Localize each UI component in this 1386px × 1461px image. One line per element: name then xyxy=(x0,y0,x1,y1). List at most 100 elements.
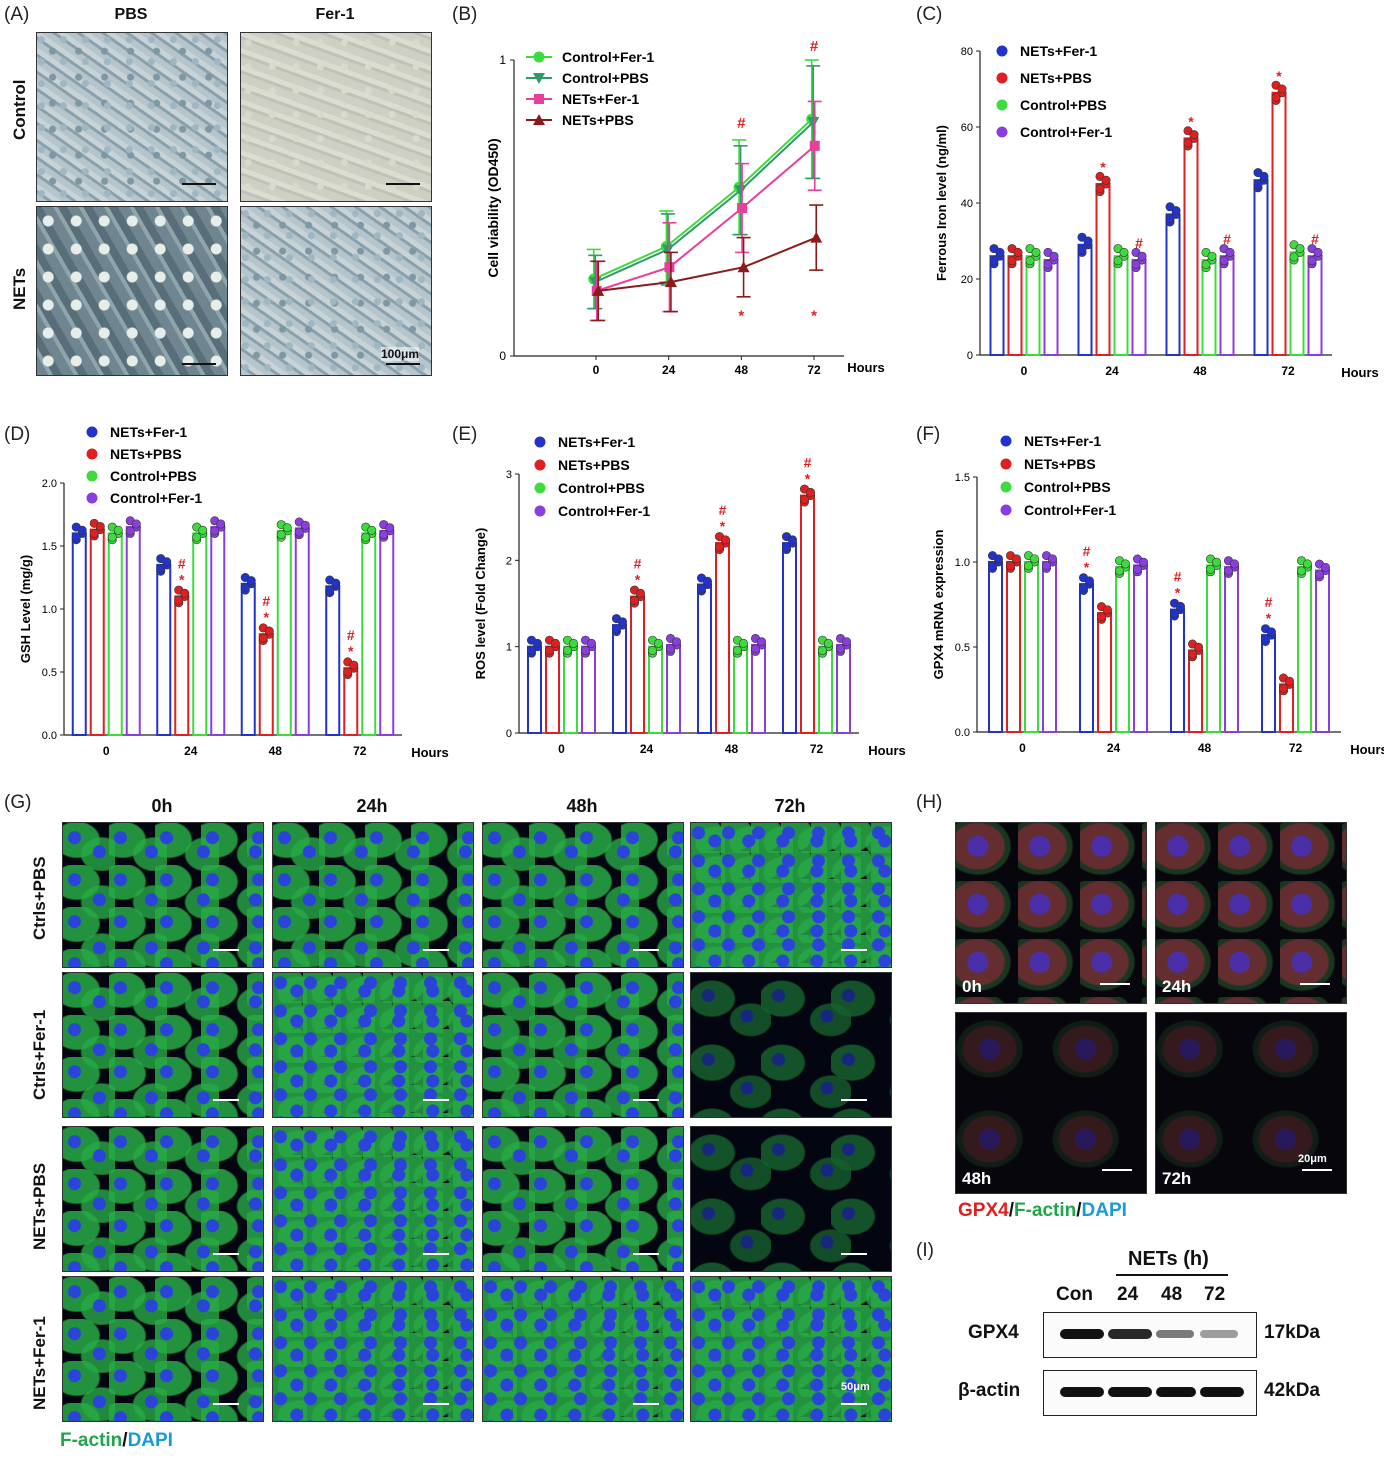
data-dot xyxy=(1042,561,1052,571)
legend-marker xyxy=(534,505,546,517)
data-dot xyxy=(587,638,597,648)
legend-marker xyxy=(86,470,98,482)
y-tick-label: 0.0 xyxy=(955,727,970,739)
legend-label: Control+Fer-1 xyxy=(110,490,202,506)
x-tick-label: 0 xyxy=(1019,741,1026,755)
scale-bar xyxy=(213,949,239,951)
panel-h-label: (H) xyxy=(916,792,943,813)
fluorescence-ctrls-fer1-0h xyxy=(62,972,264,1118)
stain-sep: / xyxy=(1076,1200,1082,1221)
data-dot xyxy=(654,638,664,648)
bar xyxy=(1271,91,1287,357)
band-gpx4-48 xyxy=(1156,1330,1194,1338)
cell-staining xyxy=(691,823,891,967)
bar xyxy=(715,542,730,734)
panel-f-bar-chart: 0.0 0.5 1.0 1.5 GPX4 mRNA expression 0 24 48 72 H… xyxy=(931,433,1384,757)
y-tick-label: 1 xyxy=(506,642,512,654)
band-actin-48 xyxy=(1156,1387,1196,1397)
series-line xyxy=(596,145,816,292)
bar xyxy=(210,526,226,736)
data-dot xyxy=(1085,576,1095,586)
legend-marker xyxy=(1000,481,1012,493)
x-tick-label: 72 xyxy=(810,742,824,756)
band-gpx4-72 xyxy=(1200,1330,1238,1338)
x-tick-label: 48 xyxy=(725,742,739,756)
data-dot xyxy=(1139,557,1149,567)
x-tick-label: 48 xyxy=(269,744,283,758)
y-tick-label: 1.0 xyxy=(955,557,970,569)
bar xyxy=(630,595,645,734)
series-line xyxy=(594,121,814,283)
data-dot xyxy=(113,525,123,535)
cell-staining xyxy=(483,1277,683,1421)
y-tick-label: 2 xyxy=(506,555,512,567)
data-dot xyxy=(131,519,141,529)
panel-c-bar-chart: 0 20 40 60 80 Ferrous Iron level (ng/ml) 0 24 48… xyxy=(934,43,1379,380)
scale-label: 50μm xyxy=(841,1381,870,1393)
data-dot xyxy=(787,535,797,545)
confocal-time-48h: 48h xyxy=(962,1169,992,1188)
data-dot xyxy=(1077,244,1087,254)
bar xyxy=(107,532,123,737)
panel-a-row-nets: NETs xyxy=(10,267,29,310)
bar xyxy=(1219,255,1235,357)
panel-g-row-ctrls-pbs: Ctrls+PBS xyxy=(30,856,49,940)
micrograph-control-fer1 xyxy=(240,32,432,202)
x-axis-label: Hours xyxy=(1350,742,1384,757)
data-dot xyxy=(703,576,713,586)
bar xyxy=(1183,137,1199,356)
x-tick-label: 48 xyxy=(735,363,749,377)
data-dot xyxy=(666,644,676,654)
significance-mark: # xyxy=(1311,231,1319,247)
significance-mark: # xyxy=(1223,231,1231,247)
fluorescence-ctrls-fer1-48h xyxy=(482,972,684,1118)
data-dot xyxy=(1013,247,1023,257)
significance-mark: * xyxy=(1084,559,1090,575)
panel-g-row-nets-fer1: NETs+Fer-1 xyxy=(30,1316,49,1410)
significance-mark: # xyxy=(262,593,270,609)
cell-staining xyxy=(273,823,473,967)
significance-mark: # xyxy=(347,627,355,643)
data-dot xyxy=(1302,559,1312,569)
data-dot xyxy=(1295,244,1305,254)
stain-factin: F-actin xyxy=(1013,1200,1077,1221)
fluorescence-ctrls-fer1-72h xyxy=(690,972,892,1118)
cell-staining xyxy=(63,1277,263,1421)
legend-marker xyxy=(86,448,98,460)
legend-marker xyxy=(533,73,545,84)
bar xyxy=(125,526,141,736)
y-axis-label: Ferrous Iron level (ng/ml) xyxy=(934,125,949,281)
scale-bar xyxy=(386,363,420,365)
y-tick-label: 1.5 xyxy=(42,541,57,553)
x-axis-label: Hours xyxy=(411,745,449,760)
data-dot xyxy=(1219,256,1229,266)
x-tick-label: 72 xyxy=(353,744,367,758)
data-dot xyxy=(533,638,543,648)
data-dot xyxy=(89,528,99,538)
data-dot xyxy=(331,578,341,588)
data-dot xyxy=(1025,256,1035,266)
bar xyxy=(1201,259,1217,356)
bar xyxy=(156,563,172,736)
bar xyxy=(1095,183,1111,356)
blot-beta-actin xyxy=(1043,1370,1257,1416)
legend-marker xyxy=(1000,458,1012,470)
panel-g-col-48h: 48h xyxy=(566,796,598,816)
scale-bar xyxy=(633,1253,659,1255)
confocal-0h: 0h xyxy=(955,822,1147,1004)
fluorescence-ctrls-pbs-72h xyxy=(690,822,892,968)
data-dot xyxy=(1006,561,1016,571)
data-point xyxy=(809,140,820,151)
panel-g-label: (G) xyxy=(4,792,32,813)
fluorescence-nets-pbs-0h xyxy=(62,1126,264,1272)
western-header-line xyxy=(1116,1274,1228,1276)
data-dot xyxy=(563,646,573,656)
scale-bar xyxy=(633,1099,659,1101)
bar xyxy=(1206,564,1221,733)
scale-bar xyxy=(182,183,216,185)
stain-gpx4: GPX4 xyxy=(958,1200,1009,1221)
bar xyxy=(1297,566,1312,733)
y-tick-label: 0.0 xyxy=(42,730,57,742)
size-gpx4: 17kDa xyxy=(1264,1322,1320,1343)
bar xyxy=(545,645,560,735)
